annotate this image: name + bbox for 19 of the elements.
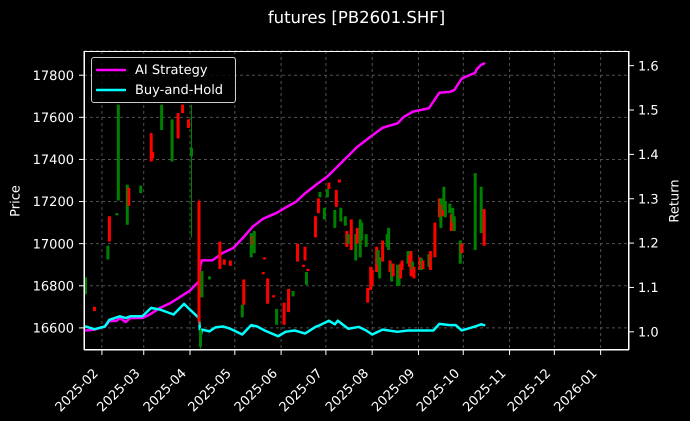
y2-tick-label: 1.1	[638, 281, 659, 296]
y2-tick-label: 1.2	[638, 236, 659, 252]
y2-tick-label: 1.5	[638, 104, 659, 119]
y2-tick-label: 1.6	[638, 59, 659, 74]
chart-title: futures [PB2601.SHF]	[268, 8, 446, 27]
y-tick-label: 17400	[32, 153, 74, 168]
y-tick-label: 17800	[32, 68, 74, 84]
y2-tick-label: 1.0	[638, 325, 659, 340]
y-axis-title: Price	[8, 184, 24, 216]
legend-label: AI Strategy	[135, 62, 208, 78]
y-tick-label: 17200	[32, 195, 74, 210]
y2-tick-label: 1.4	[638, 148, 659, 163]
y-tick-label: 17600	[32, 110, 74, 126]
y-tick-label: 16800	[32, 279, 74, 294]
y-tick-label: 16600	[32, 322, 74, 337]
y2-axis-title: Return	[668, 178, 682, 222]
y2-tick-label: 1.3	[638, 192, 659, 208]
legend-label: Buy-and-Hold	[135, 82, 224, 98]
y-tick-label: 17000	[32, 237, 74, 252]
